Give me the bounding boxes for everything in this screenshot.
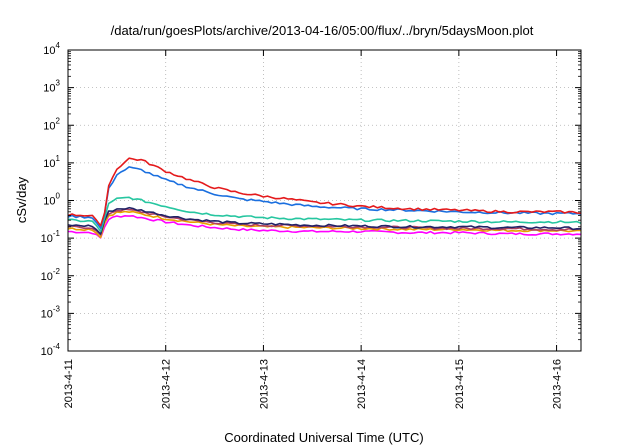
series-line xyxy=(67,206,582,235)
y-tick-label: 10-1 xyxy=(41,229,61,245)
y-tick-label: 101 xyxy=(43,154,60,170)
x-tick-label: 2013-4-14 xyxy=(356,359,368,409)
grid-lines xyxy=(68,50,581,351)
x-axis: 2013-4-11 2013-4-12 2013-4-13 2013-4-14 2013… xyxy=(63,50,564,409)
x-tick-label: 2013-4-16 xyxy=(552,359,564,409)
x-tick-label: 2013-4-12 xyxy=(161,359,173,409)
y-tick-label: 10-4 xyxy=(41,342,61,358)
y-axis-label: cSv/day xyxy=(14,176,29,223)
chart-title: /data/run/goesPlots/archive/2013-04-16/0… xyxy=(111,23,534,38)
series-line xyxy=(67,157,582,227)
y-tick-label: 100 xyxy=(43,192,60,208)
y-tick-label: 104 xyxy=(43,41,60,57)
series-line xyxy=(67,215,582,239)
series-line xyxy=(67,166,582,229)
y-tick-label: 10-3 xyxy=(41,304,61,320)
y-tick-label: 103 xyxy=(43,79,60,95)
y-tick-label: 102 xyxy=(43,116,60,132)
series-layer xyxy=(67,157,582,239)
series-line xyxy=(67,196,582,233)
x-axis-label: Coordinated Universal Time (UTC) xyxy=(224,430,423,445)
y-axis: 10-4 10-3 10-2 10-1 100 101 102 103 104 xyxy=(41,41,581,358)
y-tick-label: 10-2 xyxy=(41,267,61,283)
x-tick-label: 2013-4-15 xyxy=(454,359,466,409)
x-tick-label: 2013-4-13 xyxy=(258,359,270,409)
x-tick-label: 2013-4-11 xyxy=(63,359,75,408)
